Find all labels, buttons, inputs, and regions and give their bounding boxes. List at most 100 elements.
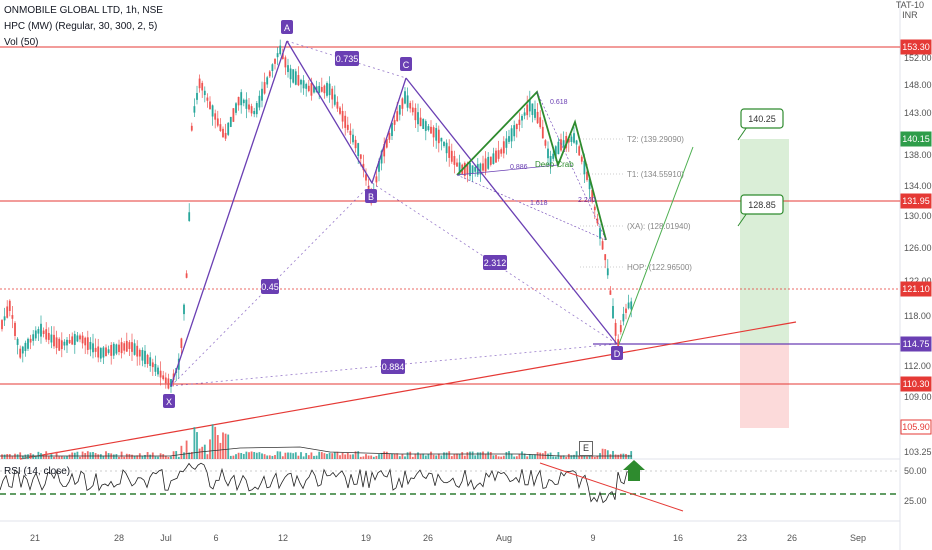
- candle-body: [492, 153, 495, 164]
- volume-bar: [50, 454, 53, 459]
- volume-bar: [323, 453, 326, 459]
- pattern-leg-ab: [286, 40, 373, 184]
- pattern-point-badge: [281, 20, 293, 34]
- candle-body: [567, 138, 570, 143]
- candle-body: [128, 342, 131, 349]
- volume-bar: [320, 452, 323, 459]
- volume-bar: [37, 451, 40, 459]
- candle-body: [419, 117, 422, 127]
- candle-body: [339, 107, 341, 114]
- volume-bar: [97, 454, 100, 459]
- candle-body: [599, 228, 601, 239]
- volume-bar: [149, 454, 152, 459]
- volume-bar: [450, 456, 453, 459]
- volume-bar: [261, 453, 263, 459]
- earnings-marker[interactable]: E: [579, 441, 593, 456]
- pattern-point-label: X: [166, 397, 172, 407]
- rsi-line: [0, 462, 630, 504]
- candle-body: [32, 334, 35, 341]
- candle-body: [580, 156, 583, 162]
- volume-bar: [276, 451, 279, 459]
- candle-body: [437, 129, 440, 144]
- candle-body: [612, 305, 614, 319]
- volume-bar: [24, 454, 27, 459]
- volume-bar: [536, 452, 539, 459]
- candle-body: [367, 185, 370, 190]
- volume-bar: [287, 452, 289, 459]
- candle-body: [346, 124, 349, 130]
- volume-bar: [612, 450, 614, 459]
- candle-body: [365, 174, 367, 181]
- volume-bar: [237, 452, 240, 459]
- candle-body: [232, 108, 235, 122]
- candle-body: [396, 111, 399, 122]
- crab-ratio-label: 1.618: [530, 200, 548, 207]
- candle-body: [206, 97, 209, 101]
- volume-bar: [393, 453, 396, 459]
- candle-body: [198, 78, 201, 89]
- y-tick-label: 152.00: [904, 53, 932, 63]
- candle-body: [284, 57, 287, 68]
- volume-bar: [505, 452, 508, 459]
- candle-body: [266, 77, 269, 85]
- x-tick-label: 26: [423, 533, 433, 543]
- volume-bar: [318, 451, 321, 459]
- candle-body: [229, 116, 232, 127]
- candle-body: [250, 106, 253, 114]
- volume-bar: [630, 451, 633, 459]
- volume-bar: [144, 454, 146, 459]
- candle-body: [37, 329, 40, 334]
- volume-bar: [123, 456, 126, 459]
- volume-bar: [461, 452, 464, 459]
- candle-body: [495, 150, 497, 163]
- pattern-point-badge: [163, 394, 175, 408]
- volume-bar: [440, 455, 443, 459]
- candle-body: [482, 163, 484, 171]
- candle-body: [105, 347, 107, 357]
- volume-bar: [336, 451, 339, 459]
- y-tick-label: 122.00: [904, 276, 932, 286]
- candle-body: [341, 110, 344, 122]
- volume-bar: [229, 455, 232, 459]
- candle-body: [578, 146, 581, 156]
- volume-bar: [216, 435, 219, 459]
- volume-label[interactable]: Vol (50): [4, 37, 39, 48]
- candle-body: [11, 315, 14, 319]
- candle-body: [606, 268, 609, 276]
- volume-bar: [258, 452, 261, 459]
- candle-body: [214, 113, 217, 120]
- candle-body: [541, 126, 544, 139]
- volume-bar: [146, 452, 149, 459]
- volume-bar: [424, 455, 427, 459]
- volume-bar: [539, 452, 542, 459]
- candle-body: [300, 79, 302, 85]
- candle-body: [320, 87, 323, 92]
- candle-body: [97, 346, 100, 358]
- candle-body: [318, 85, 321, 93]
- volume-bar: [68, 454, 71, 459]
- volume-bar: [492, 455, 495, 459]
- volume-bar: [508, 451, 510, 459]
- candle-body: [526, 104, 529, 116]
- candle-body: [180, 338, 183, 349]
- trend-line: [19, 321, 797, 460]
- candle-body: [193, 106, 196, 113]
- pattern-point-label: A: [284, 23, 290, 33]
- candle-body: [99, 347, 102, 359]
- candle-body: [453, 156, 456, 165]
- candle-body: [489, 156, 492, 165]
- rsi-label[interactable]: RSI (14, close): [4, 466, 71, 477]
- price-badge-label: 140.15: [902, 134, 930, 144]
- candle-body: [167, 378, 170, 389]
- volume-bar: [27, 454, 29, 459]
- candle-body: [357, 143, 360, 157]
- volume-bar: [523, 453, 526, 459]
- candle-body: [76, 335, 79, 342]
- indicator-label[interactable]: HPC (MW) (Regular, 30, 300, 2, 5): [4, 21, 158, 32]
- volume-bar: [341, 452, 344, 459]
- candle-body: [235, 103, 237, 113]
- candle-body: [138, 349, 141, 357]
- volume-bar: [406, 452, 409, 459]
- candle-body: [487, 156, 490, 169]
